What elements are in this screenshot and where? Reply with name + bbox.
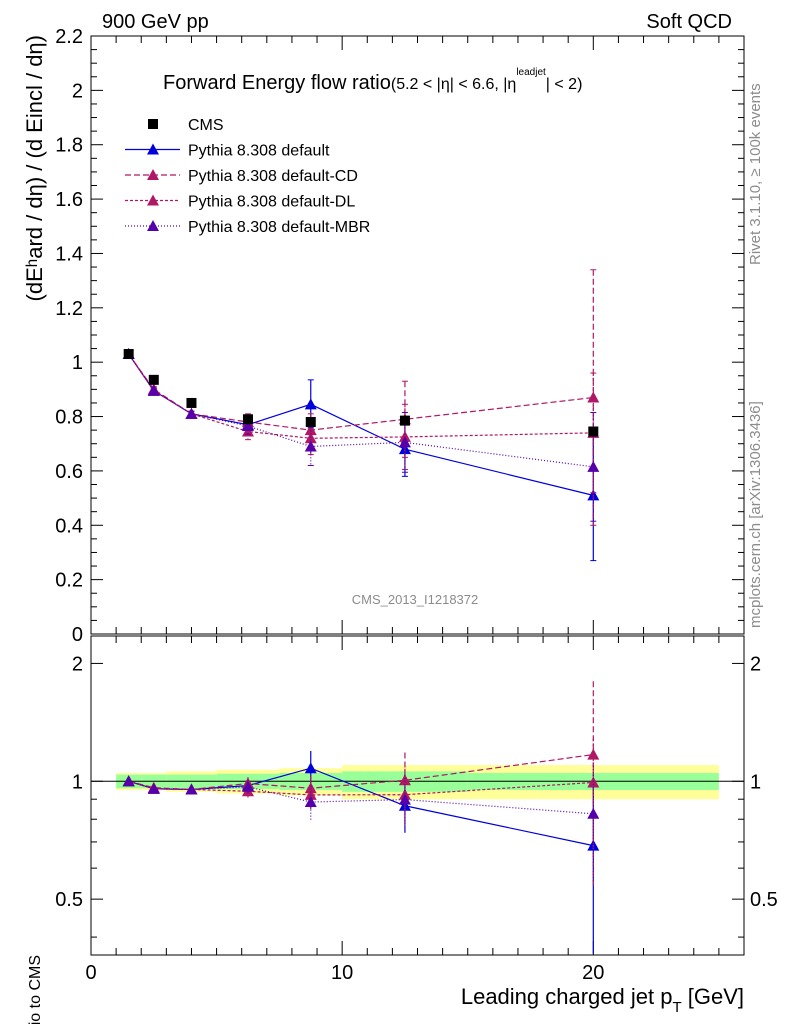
ratio-tick-label: 0.5: [750, 889, 778, 911]
legend-marker: [147, 169, 159, 180]
chart-title: Forward Energy flow ratio(5.2 < |η| < 6.…: [163, 67, 582, 94]
series-marker: [304, 432, 317, 444]
ratio-tick-label: 1: [750, 771, 761, 793]
ratio-y-axis-label: Ratio to CMS: [27, 955, 44, 1024]
x-tick-label: 10: [331, 962, 353, 984]
analysis-watermark: CMS_2013_I1218372: [352, 592, 479, 607]
legend-label: Pythia 8.308 default-MBR: [188, 219, 370, 236]
x-tick-label: 0: [85, 962, 96, 984]
legend-label: Pythia 8.308 default-DL: [188, 194, 355, 211]
ratio-marker: [398, 793, 411, 805]
data-point: [588, 426, 599, 437]
ratio-marker: [147, 782, 160, 794]
y-tick-label: 1.8: [55, 135, 83, 157]
ratio-tick-label: 0.5: [55, 889, 83, 911]
legend-data-marker: [148, 119, 158, 129]
y-tick-label: 0.4: [55, 515, 83, 537]
ratio-marker: [304, 796, 317, 808]
y-tick-label: 2: [72, 80, 83, 102]
data-point: [186, 397, 197, 408]
legend-marker: [147, 143, 159, 155]
ratio-marker: [122, 775, 135, 787]
series-line: [128, 353, 594, 468]
x-axis-label: Leading charged jet pT [GeV]: [461, 984, 744, 1016]
legend-label: CMS: [188, 117, 224, 134]
header-left: 900 GeV pp: [102, 11, 209, 33]
legend-marker: [147, 220, 159, 231]
legend-marker: [147, 194, 159, 206]
mcplots-label: mcplots.cern.ch [arXiv:1306.3436]: [747, 401, 764, 628]
ratio-axes: 0 10 20 0.5 0.5 1 1 2 2: [55, 635, 778, 984]
series-marker: [587, 391, 600, 403]
legend: CMS Pythia 8.308 default Pythia 8.308 defa…: [125, 117, 370, 236]
rivet-label: Rivet 3.1.10, ≥ 100k events: [747, 83, 764, 265]
series-marker: [147, 384, 160, 396]
y-tick-label: 1.6: [55, 189, 83, 211]
series-marker: [304, 398, 317, 410]
ratio-marker: [587, 776, 600, 788]
ratio-tick-label: 2: [72, 653, 83, 675]
ratio-marker: [587, 807, 600, 819]
ratio-marker: [241, 780, 254, 792]
series-marker: [185, 407, 198, 419]
series-marker: [587, 460, 600, 472]
series-marker: [304, 440, 317, 452]
data-point: [305, 416, 316, 427]
legend-label: Pythia 8.308 default: [188, 143, 330, 160]
y-tick-label: 0: [72, 624, 83, 646]
main-plot-series: [122, 269, 600, 562]
main-axes: 0 0.2 0.4 0.6 0.8 1 1.2 1.4 1.6 1.8 2 2.2: [55, 26, 745, 646]
series-line: [128, 353, 594, 431]
series-line: [128, 353, 594, 439]
ratio-marker: [304, 762, 317, 774]
y-tick-label: 1: [72, 352, 83, 374]
y-tick-label: 1.4: [55, 243, 83, 265]
ratio-plot-series: [122, 681, 600, 954]
y-tick-label: 1.2: [55, 298, 83, 320]
data-point: [123, 349, 134, 360]
series-line: [128, 353, 594, 496]
legend-label: Pythia 8.308 default-CD: [188, 168, 358, 185]
ratio-tick-label: 2: [750, 653, 761, 675]
y-tick-label: 0.2: [55, 570, 83, 592]
data-point: [399, 415, 410, 426]
y-tick-label: 0.6: [55, 461, 83, 483]
series-marker: [241, 420, 254, 432]
ratio-marker: [185, 783, 198, 795]
data-point: [242, 414, 253, 425]
data-point: [148, 374, 159, 385]
series-marker: [398, 436, 411, 448]
x-tick-label: 20: [582, 962, 604, 984]
header-right: Soft QCD: [646, 11, 732, 33]
ratio-marker: [304, 788, 317, 800]
ratio-tick-label: 1: [72, 771, 83, 793]
y-tick-label: 2.2: [55, 26, 83, 48]
y-axis-label: (dEʰard / dη) / (d Eincl / dη): [22, 35, 47, 301]
y-tick-label: 0.8: [55, 407, 83, 429]
